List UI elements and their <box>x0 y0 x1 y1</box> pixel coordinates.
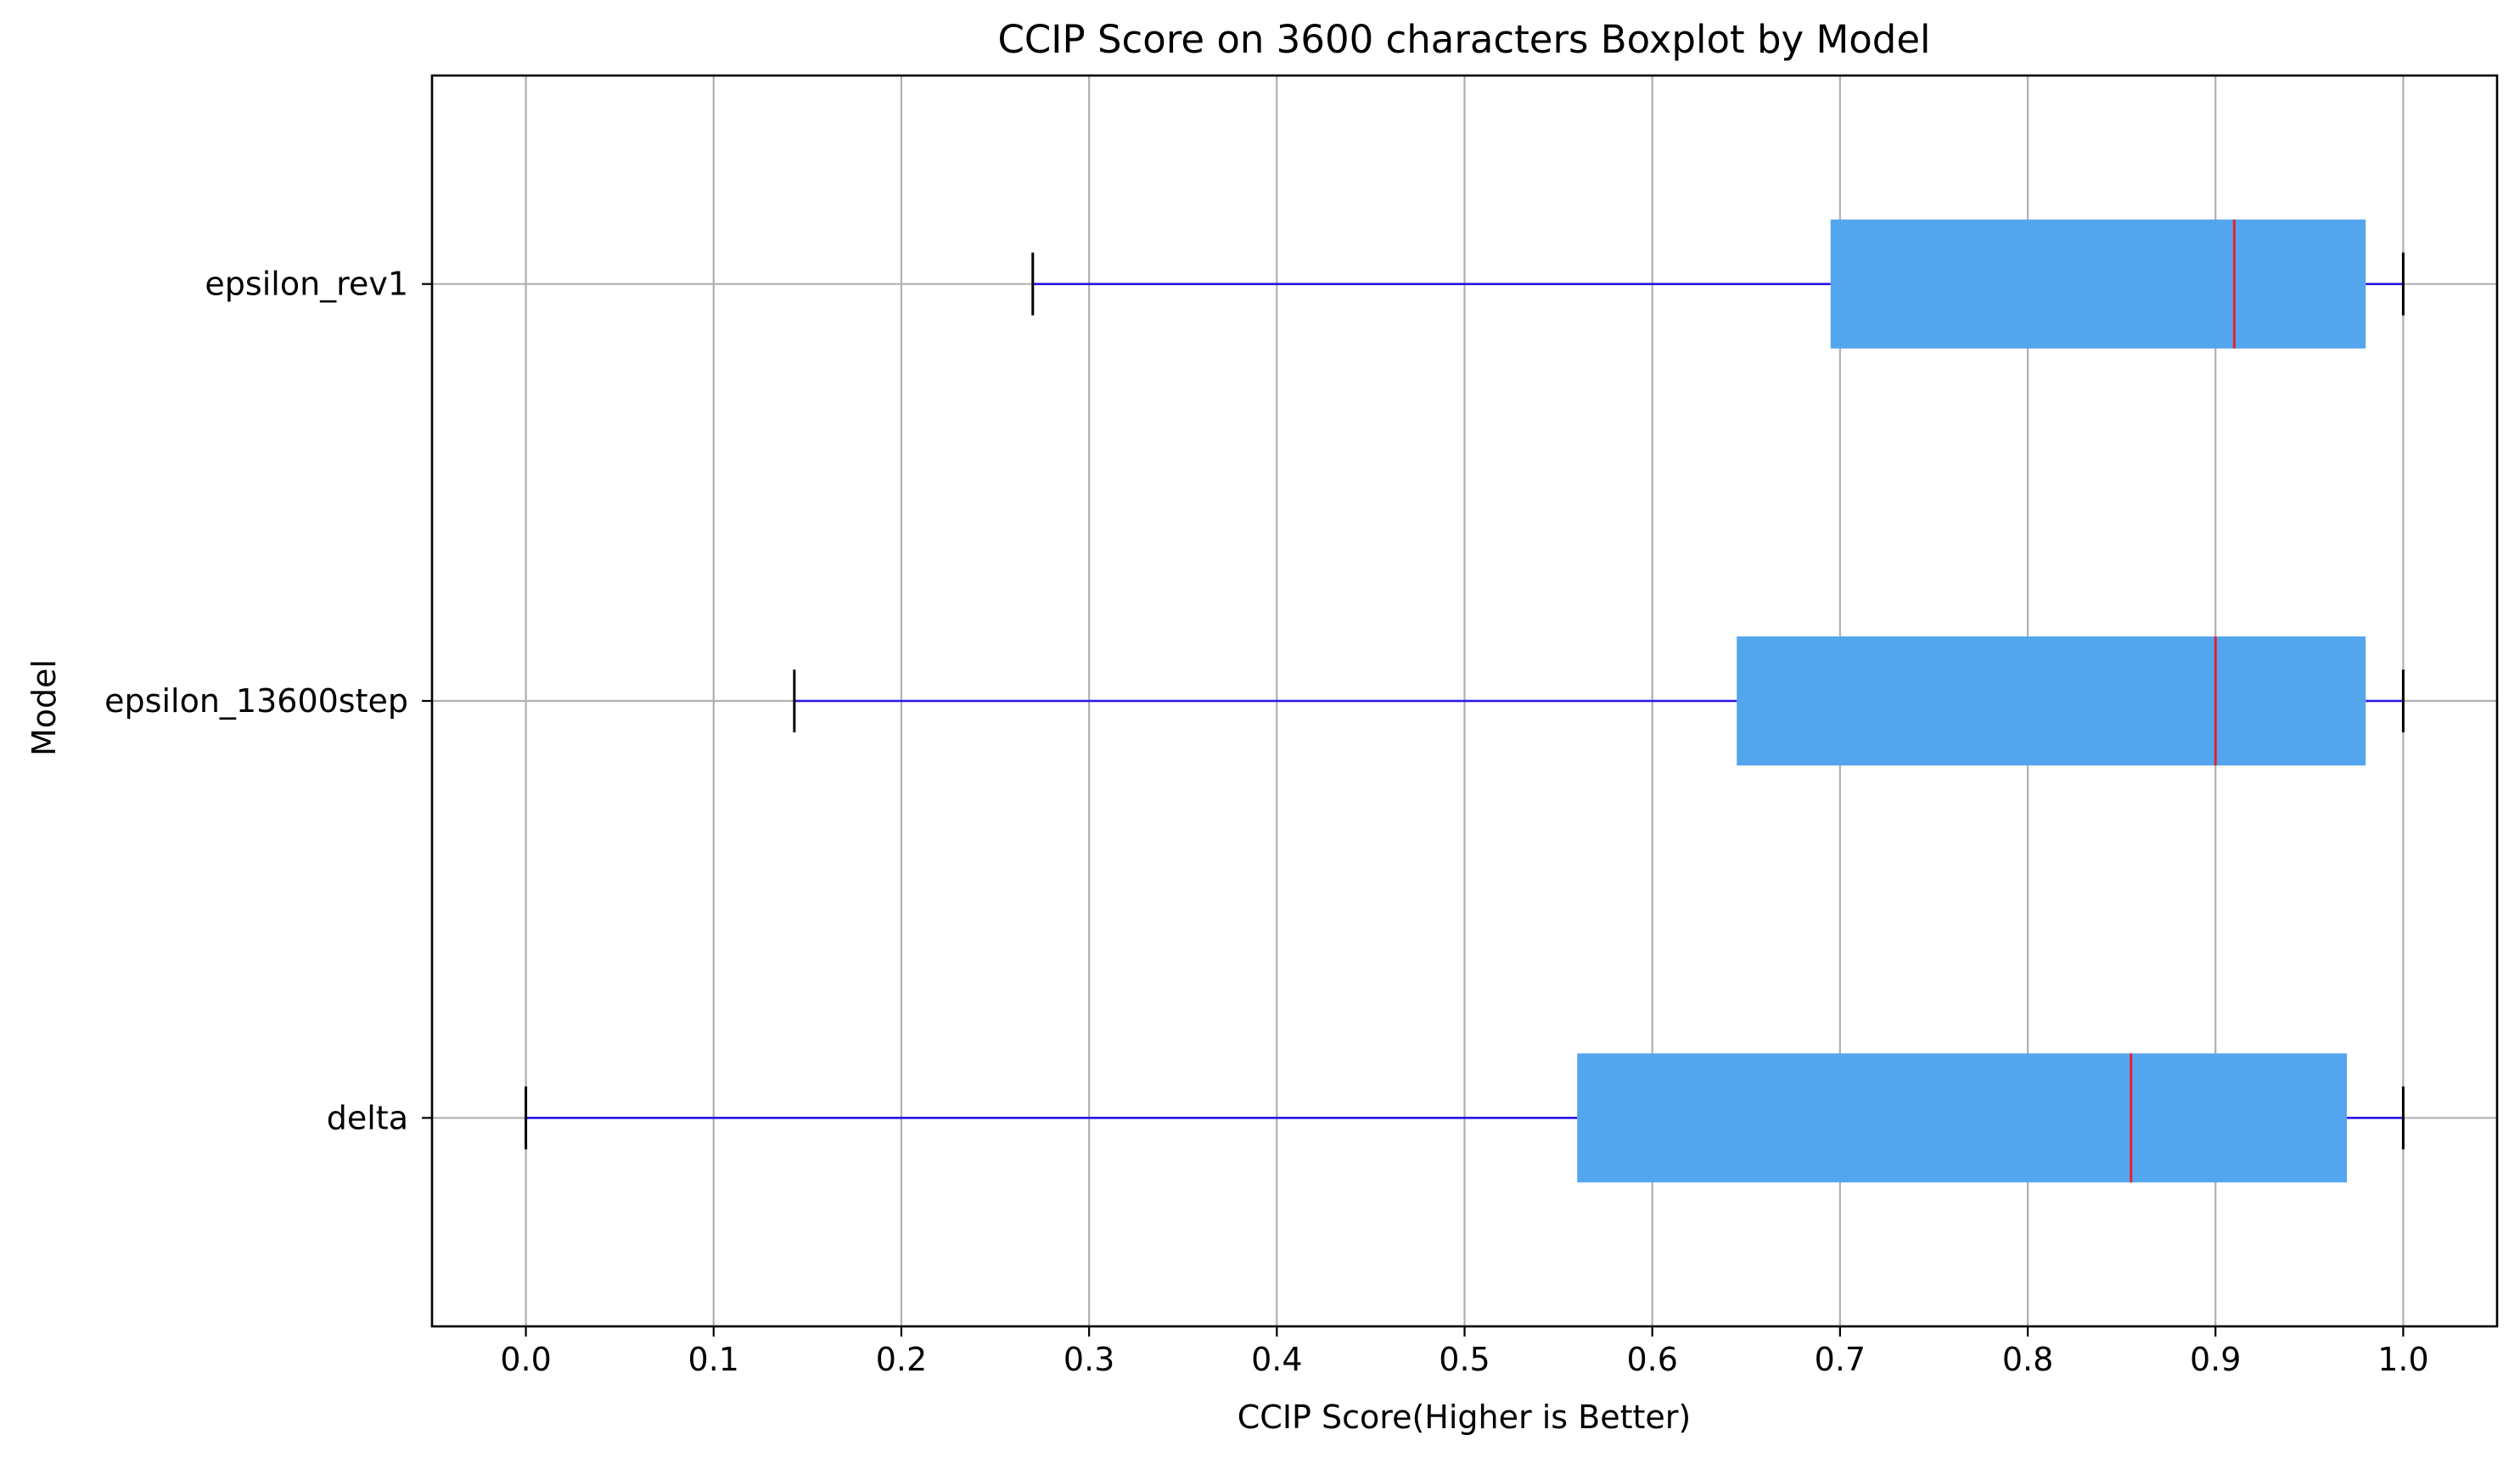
box-iqr <box>1737 636 2366 765</box>
x-tick-label: 0.8 <box>2002 1341 2053 1378</box>
x-tick-label: 0.5 <box>1439 1341 1490 1378</box>
y-tick-label: delta <box>327 1099 408 1136</box>
x-tick-label: 0.7 <box>1815 1341 1866 1378</box>
x-tick-label: 0.4 <box>1251 1341 1302 1378</box>
y-tick-label: epsilon_rev1 <box>205 266 408 303</box>
x-tick-label: 0.2 <box>876 1341 927 1378</box>
box-layer <box>525 219 2405 1183</box>
x-tick-label: 0.1 <box>688 1341 739 1378</box>
x-axis-label: CCIP Score(Higher is Better) <box>1238 1399 1691 1436</box>
y-axis-label: Model <box>25 659 63 756</box>
box-iqr <box>1577 1053 2348 1183</box>
x-tick-label: 0.9 <box>2190 1341 2241 1378</box>
chart-title: CCIP Score on 3600 characters Boxplot by… <box>997 17 1930 62</box>
x-tick-label: 0.0 <box>500 1341 551 1378</box>
tick-layer: 0.0 0.1 0.2 0.3 0.4 0.5 0.6 0.7 0.8 0.9 1.0 delta ep… <box>104 266 2428 1378</box>
x-tick-label: 0.6 <box>1626 1341 1677 1378</box>
box-iqr <box>1830 219 2366 349</box>
x-tick-label: 1.0 <box>2377 1341 2428 1378</box>
y-tick-label: epsilon_13600step <box>104 682 408 720</box>
x-tick-label: 0.3 <box>1064 1341 1114 1378</box>
